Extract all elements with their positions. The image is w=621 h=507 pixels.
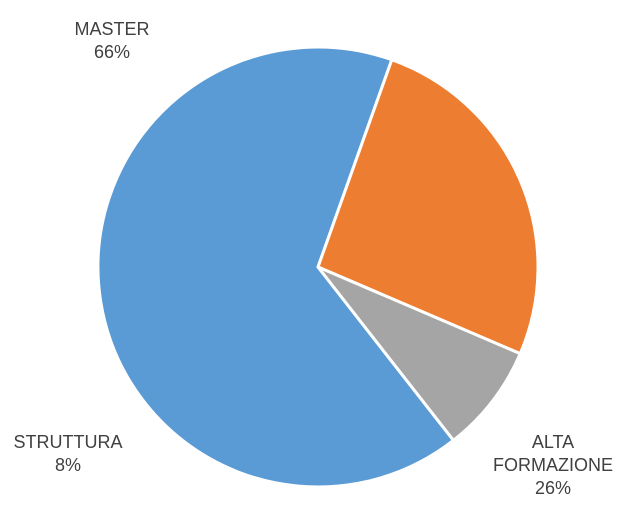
pie-labels: MASTER 66% ALTA FORMAZIONE 26% STRUTTURA 8% — [14, 19, 614, 498]
data-label-category: MASTER — [74, 19, 149, 39]
pie-slices — [96, 45, 540, 489]
pie-slice-struttura — [316, 265, 522, 442]
data-label-value: 8% — [55, 455, 81, 475]
pie-slice-alta-formazione — [316, 58, 540, 356]
data-label-alta-formazione: ALTA FORMAZIONE 26% — [493, 432, 613, 498]
data-label-value: 66% — [94, 42, 130, 62]
data-label-struttura: STRUTTURA 8% — [14, 432, 123, 475]
data-label-value: 26% — [535, 478, 571, 498]
data-label-category: FORMAZIONE — [493, 455, 613, 475]
data-label-category: ALTA — [532, 432, 574, 452]
data-label-category: STRUTTURA — [14, 432, 123, 452]
pie-slice-master — [96, 45, 455, 489]
data-label-master: MASTER 66% — [74, 19, 149, 62]
